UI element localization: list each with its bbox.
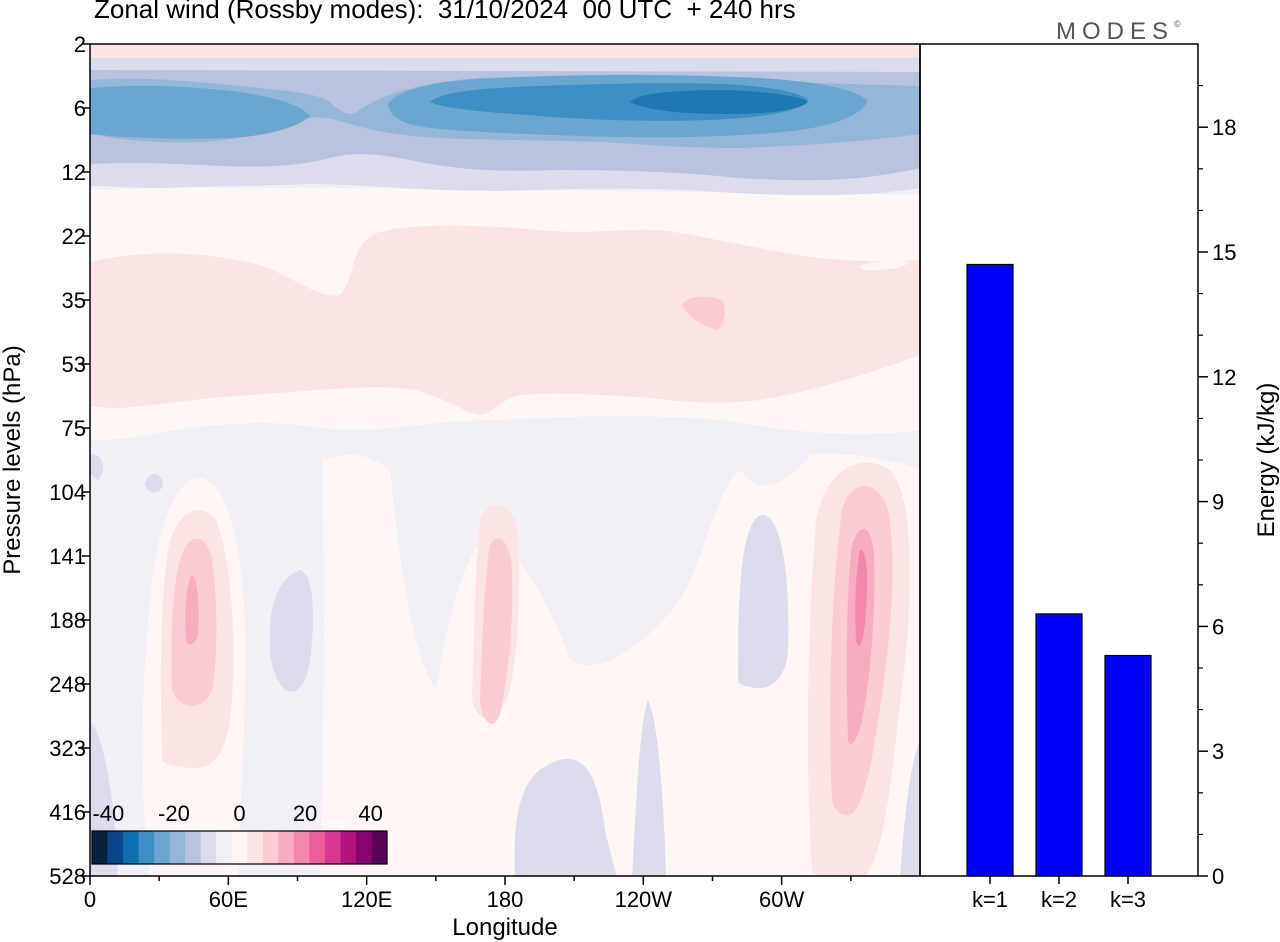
x-tick-label: 180: [487, 887, 524, 912]
energy-tick-label: 12: [1212, 365, 1236, 390]
energy-tick-label: 18: [1212, 115, 1236, 140]
bar-category-label: k=3: [1110, 887, 1146, 912]
x-tick-label: 0: [84, 887, 96, 912]
colorbar-swatch: [107, 831, 124, 864]
contour-core-60w-center: [855, 549, 868, 646]
y-tick-label: 248: [49, 672, 86, 697]
page-title: Zonal wind (Rossby modes): 31/10/2024 00…: [94, 0, 796, 24]
longitude-axis: 0 60E 120E 180 120W 60W: [84, 876, 852, 912]
y-tick-label: 75: [62, 416, 86, 441]
x-tick-label: 120W: [615, 887, 673, 912]
colorbar-label: -40: [92, 801, 124, 826]
y-tick-label: 2: [74, 32, 86, 57]
colorbar-swatch: [185, 831, 202, 864]
colorbar-swatch: [293, 831, 310, 864]
colorbar-swatch: [262, 831, 279, 864]
contour-negative-dot-b: [90, 454, 104, 480]
y-tick-label: 6: [74, 96, 86, 121]
pressure-axis: 2 6 12 22 35 53 75 104 141 188 248 323 416 528: [49, 32, 90, 889]
colorbar: -40 -20 0 20 40: [91, 801, 388, 865]
x-axis-title: Longitude: [452, 914, 557, 941]
y-tick-label: 416: [49, 800, 86, 825]
contour-top-negative-7: [630, 90, 808, 114]
contour-top-negative-4: [90, 85, 310, 139]
contour-mid-positive-wisp: [860, 260, 908, 270]
x-tick-label: 120E: [341, 887, 392, 912]
energy-axis-title: Energy (kJ/kg): [1253, 383, 1280, 538]
colorbar-swatch: [92, 831, 108, 864]
contour-core-60e-inner: [185, 575, 199, 645]
y-tick-label: 22: [62, 224, 86, 249]
energy-tick-label: 0: [1212, 864, 1224, 889]
modes-logo: MODES©: [1056, 18, 1181, 46]
y-tick-label: 141: [49, 544, 86, 569]
x-tick-label: 60E: [209, 887, 248, 912]
energy-bar: [966, 263, 1014, 877]
y-tick-label: 528: [49, 864, 86, 889]
energy-tick-label: 9: [1212, 490, 1224, 515]
colorbar-swatch: [355, 831, 372, 864]
brand-text: MODES: [1056, 18, 1175, 45]
y-tick-label: 188: [49, 608, 86, 633]
energy-bars: [966, 263, 1152, 877]
bar-category-labels: k=1 k=2 k=3: [972, 876, 1146, 912]
colorbar-swatch: [324, 831, 341, 864]
y-axis-title: Pressure levels (hPa): [0, 345, 26, 574]
colorbar-swatch: [247, 831, 264, 864]
y-tick-label: 104: [49, 480, 86, 505]
contour-negative-low-a: [514, 758, 617, 876]
contour-negative-low-e: [900, 740, 920, 876]
contour-core-180-mid: [480, 538, 513, 724]
contour-mid-positive-patch: [682, 296, 726, 330]
contour-negative-dot-a: [145, 474, 164, 493]
colorbar-swatch: [154, 831, 171, 864]
bar-category-label: k=2: [1041, 887, 1077, 912]
colorbar-swatch: [309, 831, 326, 864]
y-tick-label: 53: [62, 352, 86, 377]
colorbar-swatch: [278, 831, 295, 864]
colorbar-swatch: [138, 831, 155, 864]
copyright-mark: ©: [1174, 19, 1181, 29]
contour-mid-positive-band-inner: [90, 225, 920, 415]
x-tick-label: 60W: [759, 887, 804, 912]
colorbar-label: 20: [293, 801, 317, 826]
colorbar-label: 40: [358, 801, 382, 826]
colorbar-swatch: [123, 831, 139, 864]
zonal-wind-contour-field: [90, 44, 920, 876]
colorbar-swatch: [216, 831, 233, 864]
contour-top-positive-edge: [90, 44, 920, 60]
energy-tick-label: 6: [1212, 614, 1224, 639]
y-tick-label: 35: [62, 288, 86, 313]
colorbar-swatch: [200, 831, 217, 864]
colorbar-frame: [91, 830, 388, 865]
y-tick-label: 323: [49, 736, 86, 761]
energy-axis: 0 3 6 9 12 15 18: [1198, 84, 1236, 889]
colorbar-label: -20: [158, 801, 190, 826]
bar-category-label: k=1: [972, 887, 1008, 912]
colorbar-swatch: [340, 831, 357, 864]
contour-negative-low-c: [738, 515, 789, 689]
energy-bar: [1104, 654, 1152, 877]
colorbar-label: 0: [233, 801, 245, 826]
colorbar-swatch: [231, 831, 248, 864]
y-tick-label: 12: [62, 160, 86, 185]
colorbar-swatch: [169, 831, 186, 864]
contour-negative-low-b: [632, 700, 666, 876]
energy-tick-label: 3: [1212, 739, 1224, 764]
colorbar-swatch: [371, 831, 388, 864]
energy-tick-label: 15: [1212, 240, 1236, 265]
energy-bar: [1035, 613, 1083, 877]
contour-negative-low-d: [269, 570, 313, 692]
